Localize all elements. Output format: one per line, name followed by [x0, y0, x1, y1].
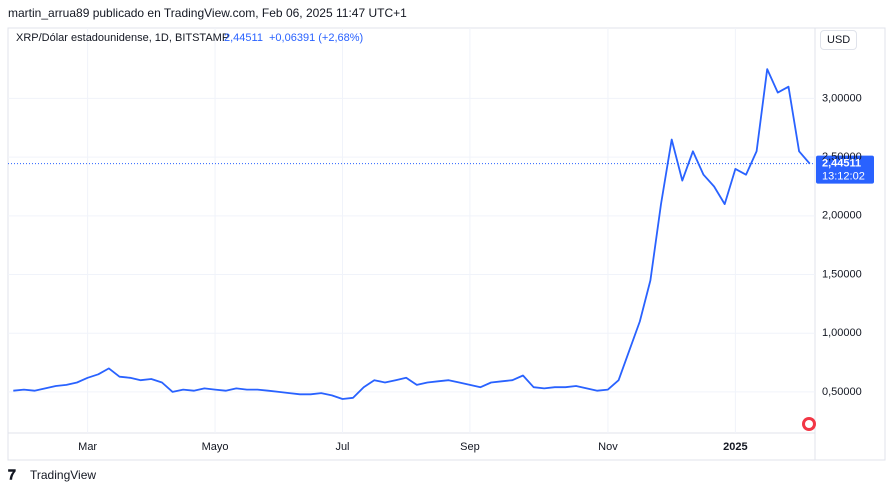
x-tick-label: Mar — [78, 441, 97, 453]
y-tick-label: 1,00000 — [822, 327, 862, 339]
frame — [7, 27, 886, 461]
brand: TradingView — [30, 468, 96, 482]
y-tick-label: 2,00000 — [822, 210, 862, 222]
last-price-label: 2,44511 — [822, 157, 861, 169]
currency-button[interactable]: USD — [820, 30, 858, 50]
x-tick-label: 2025 — [723, 441, 747, 453]
grid — [8, 28, 815, 433]
countdown: 13:12:02 — [822, 170, 865, 182]
x-tick-label: Sep — [460, 441, 480, 453]
x-tick-label: Jul — [335, 441, 349, 453]
marks — [8, 68, 874, 400]
x-tick-label: Mayo — [202, 441, 229, 453]
logo-mark: 𝟕 — [8, 467, 16, 483]
event-icon-inner — [805, 420, 813, 428]
change: +0,06391 (+2,68%) — [269, 32, 364, 44]
last-price-badge — [816, 155, 874, 184]
y-tick-label: 2,50000 — [822, 151, 862, 163]
price-line — [13, 68, 811, 400]
y-tick-label: 3,00000 — [822, 92, 862, 104]
symbol: XRP/Dólar estadounidense, 1D, BITSTAMP — [16, 32, 230, 44]
byline: martin_arrua89 publicado en TradingView.… — [8, 6, 407, 20]
y-tick-label: 1,50000 — [822, 268, 862, 280]
y-tick-label: 0,50000 — [822, 386, 862, 398]
x-tick-label: Nov — [598, 441, 618, 453]
price: 2,44511 — [224, 32, 263, 44]
